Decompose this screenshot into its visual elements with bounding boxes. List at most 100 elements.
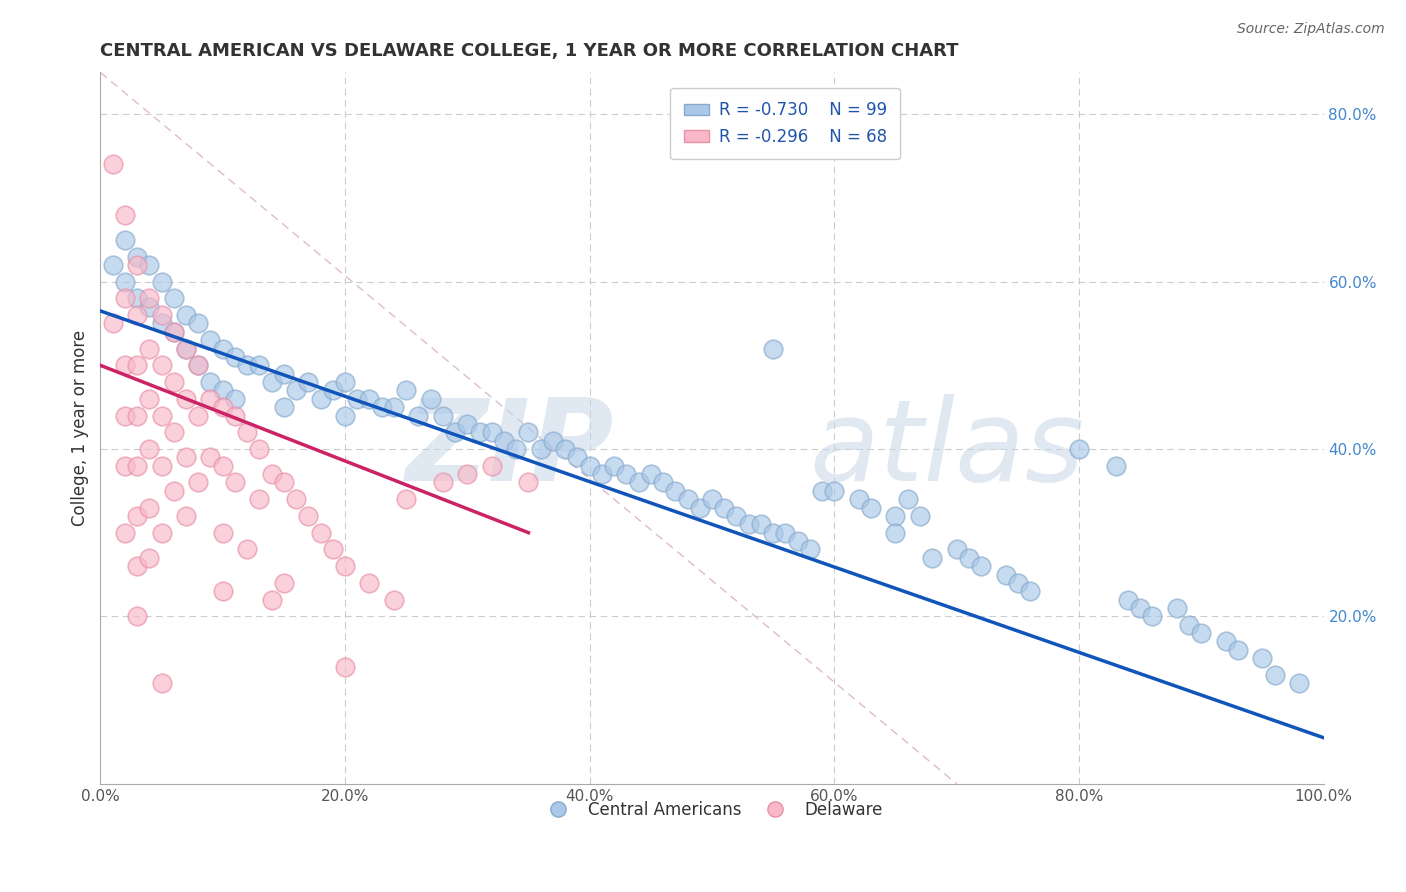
- Point: [224, 392, 246, 406]
- Point: [163, 375, 186, 389]
- Point: [163, 291, 186, 305]
- Point: [163, 325, 186, 339]
- Point: [823, 483, 845, 498]
- Point: [333, 409, 356, 423]
- Point: [333, 559, 356, 574]
- Point: [150, 359, 173, 373]
- Point: [138, 291, 160, 305]
- Point: [346, 392, 368, 406]
- Point: [1129, 601, 1152, 615]
- Point: [150, 317, 173, 331]
- Point: [187, 359, 209, 373]
- Point: [114, 208, 136, 222]
- Point: [150, 409, 173, 423]
- Point: [273, 400, 295, 414]
- Point: [640, 467, 662, 482]
- Point: [125, 409, 148, 423]
- Point: [309, 525, 332, 540]
- Point: [260, 467, 283, 482]
- Point: [1116, 592, 1139, 607]
- Point: [505, 442, 527, 456]
- Point: [725, 508, 748, 523]
- Point: [114, 359, 136, 373]
- Point: [174, 308, 197, 322]
- Point: [432, 409, 454, 423]
- Point: [187, 359, 209, 373]
- Point: [1264, 668, 1286, 682]
- Point: [309, 392, 332, 406]
- Point: [1104, 458, 1126, 473]
- Point: [492, 434, 515, 448]
- Point: [114, 291, 136, 305]
- Point: [211, 384, 233, 398]
- Point: [163, 425, 186, 440]
- Point: [897, 492, 920, 507]
- Point: [676, 492, 699, 507]
- Point: [884, 525, 907, 540]
- Point: [1007, 575, 1029, 590]
- Point: [1226, 643, 1249, 657]
- Text: atlas: atlas: [810, 394, 1085, 505]
- Point: [567, 450, 589, 465]
- Point: [297, 375, 319, 389]
- Point: [322, 542, 344, 557]
- Point: [970, 559, 993, 574]
- Point: [138, 500, 160, 515]
- Point: [1189, 626, 1212, 640]
- Point: [114, 275, 136, 289]
- Point: [200, 333, 222, 347]
- Point: [530, 442, 553, 456]
- Point: [444, 425, 467, 440]
- Point: [395, 492, 418, 507]
- Point: [285, 492, 308, 507]
- Text: ZIP: ZIP: [405, 394, 614, 505]
- Point: [224, 350, 246, 364]
- Point: [481, 425, 503, 440]
- Point: [138, 442, 160, 456]
- Point: [382, 400, 405, 414]
- Point: [749, 517, 772, 532]
- Point: [114, 525, 136, 540]
- Point: [150, 458, 173, 473]
- Point: [456, 467, 478, 482]
- Point: [101, 258, 124, 272]
- Point: [517, 475, 540, 490]
- Point: [211, 400, 233, 414]
- Point: [737, 517, 759, 532]
- Point: [273, 367, 295, 381]
- Point: [775, 525, 797, 540]
- Point: [125, 250, 148, 264]
- Point: [138, 550, 160, 565]
- Point: [1166, 601, 1188, 615]
- Point: [762, 342, 785, 356]
- Point: [273, 575, 295, 590]
- Point: [200, 375, 222, 389]
- Point: [297, 508, 319, 523]
- Point: [150, 308, 173, 322]
- Point: [174, 342, 197, 356]
- Point: [859, 500, 882, 515]
- Point: [150, 525, 173, 540]
- Point: [138, 300, 160, 314]
- Point: [260, 375, 283, 389]
- Point: [541, 434, 564, 448]
- Text: Source: ZipAtlas.com: Source: ZipAtlas.com: [1237, 22, 1385, 37]
- Point: [174, 392, 197, 406]
- Point: [762, 525, 785, 540]
- Point: [994, 567, 1017, 582]
- Point: [1251, 651, 1274, 665]
- Point: [125, 258, 148, 272]
- Point: [322, 384, 344, 398]
- Point: [138, 342, 160, 356]
- Point: [187, 317, 209, 331]
- Point: [138, 258, 160, 272]
- Point: [957, 550, 980, 565]
- Point: [1288, 676, 1310, 690]
- Point: [125, 559, 148, 574]
- Point: [786, 534, 808, 549]
- Point: [125, 508, 148, 523]
- Point: [652, 475, 675, 490]
- Point: [187, 475, 209, 490]
- Point: [125, 291, 148, 305]
- Point: [174, 342, 197, 356]
